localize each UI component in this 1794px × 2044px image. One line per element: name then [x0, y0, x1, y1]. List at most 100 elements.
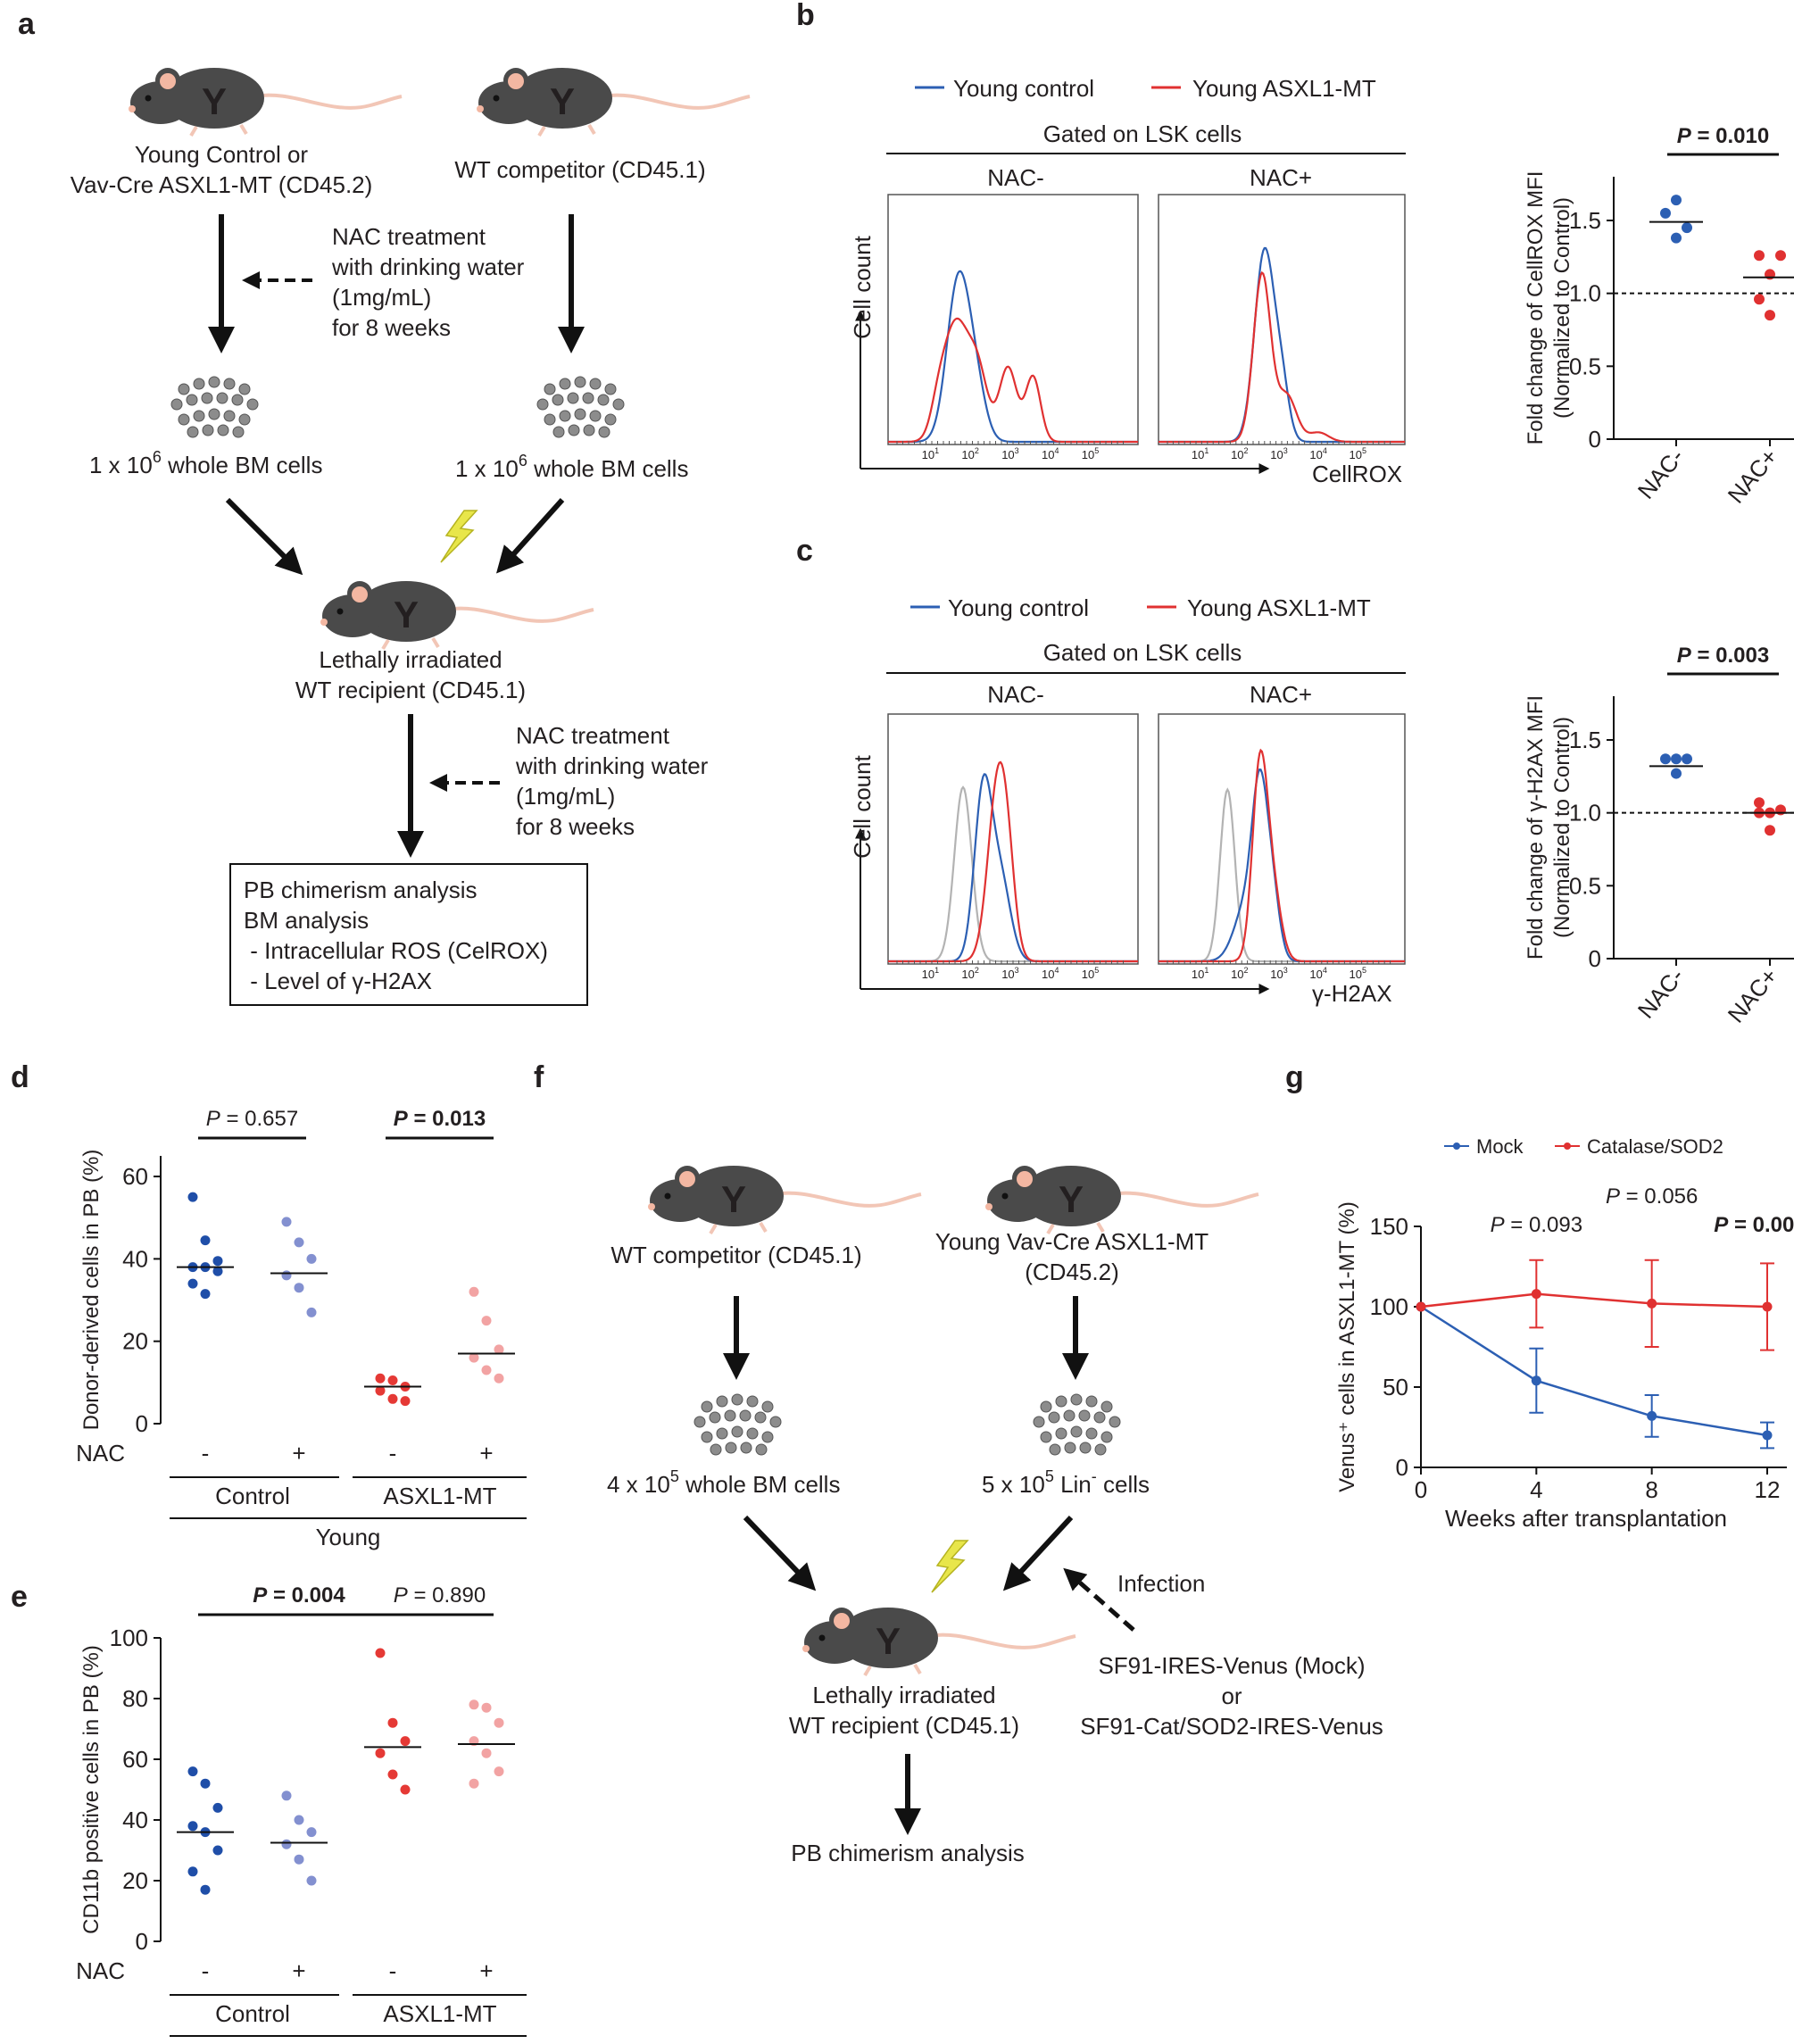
data-point [212, 1266, 223, 1276]
data-point [481, 1748, 492, 1758]
cell-dot [754, 1411, 767, 1424]
analysis-box [229, 863, 588, 1006]
histogram-trace-asxl1 [888, 317, 1138, 444]
cell-dot [216, 392, 228, 404]
data-point [375, 1373, 386, 1383]
cell-dot [761, 1400, 774, 1413]
x-tick-label: NAC- [1632, 444, 1690, 504]
data-point [1531, 1289, 1541, 1300]
cell-dot [193, 410, 205, 422]
y-tick-label: 1.0 [1569, 280, 1601, 307]
log-tick-label: 104 [1309, 966, 1326, 981]
data-point [187, 1278, 198, 1289]
nac-note-2-line4: for 8 weeks [516, 813, 635, 840]
donor-label-line2: (CD45.2) [1025, 1259, 1118, 1285]
nac-sign: + [292, 1957, 305, 1984]
data-point [200, 1778, 211, 1789]
recipient-label-line2: WT recipient (CD45.1) [295, 677, 526, 703]
histo-title-nac-minus: NAC- [987, 681, 1044, 708]
cell-dot [1049, 1443, 1061, 1456]
cell-dot [694, 1416, 706, 1428]
data-point [1682, 222, 1692, 234]
vector-or: or [1221, 1683, 1242, 1709]
cell-dot [1070, 1425, 1083, 1438]
cells-right-label: 5 x 105 Lin- cells [982, 1467, 1150, 1498]
data-point [306, 1253, 317, 1264]
nac-note-1-line1: NAC treatment [332, 223, 486, 250]
log-ticks: 101 102 103 104 105 101 102 103 104 105 [896, 441, 1391, 461]
mouse-icon: Y [646, 1164, 923, 1235]
recipient-label-line2: WT recipient (CD45.1) [789, 1712, 1019, 1739]
cd11b-chart: 0 20 40 60 80 100 - + - + NAC Control ASXL1-MT Young C… [76, 1583, 527, 2044]
p-value-label: P = 0.004 [253, 1583, 345, 1608]
panel-label-b: b [796, 0, 815, 32]
cell-dot [604, 413, 617, 426]
cell-dot [1055, 1427, 1067, 1440]
cell-dot [583, 424, 595, 436]
recipient-label-line1: Lethally irradiated [319, 646, 502, 673]
histogram-trace-control [1159, 768, 1405, 963]
data-point [294, 1237, 304, 1248]
data-point [375, 1385, 386, 1396]
nac-sign: + [479, 1957, 493, 1984]
cell-cluster-icon [536, 376, 625, 438]
y-tick-label: 0 [136, 1410, 148, 1437]
cell-dot [716, 1395, 728, 1408]
cells-left-label: 1 x 106 whole BM cells [89, 448, 322, 478]
cell-dot [567, 392, 579, 404]
histogram-cellrox-nac-plus [1159, 246, 1405, 444]
y-axis-label: Fold change of γ-H2AX MFI [1524, 695, 1548, 960]
cell-dot [186, 394, 198, 406]
cell-dot [238, 383, 251, 395]
log-tick-label: 101 [922, 446, 939, 461]
h2ax-fold-change-chart: 0 0.5 1.0 1.5 NAC- NAC+ P = 0.003 Fold change o… [1524, 644, 1794, 1028]
data-point [1671, 768, 1682, 779]
log-tick-label: 102 [961, 446, 978, 461]
data-point [1647, 1298, 1657, 1309]
data-point [294, 1854, 304, 1865]
svg-text:Y: Y [394, 594, 419, 636]
data-point [400, 1736, 411, 1747]
data-point [1671, 195, 1682, 206]
data-point [481, 1702, 492, 1713]
cell-dot [716, 1427, 728, 1440]
data-point [200, 1884, 211, 1895]
legend-label: Mock [1476, 1135, 1524, 1158]
data-point [1754, 797, 1765, 809]
histogram-trace-asxl1 [888, 760, 1138, 963]
y-tick-label: 1.5 [1569, 207, 1601, 234]
data-point [1531, 1375, 1541, 1386]
cell-dot [724, 1409, 736, 1422]
data-point [375, 1748, 386, 1758]
lightning-bolt-icon [931, 1540, 969, 1593]
log-tick-label: 105 [1082, 966, 1099, 981]
cell-dot [201, 392, 213, 404]
data-point [200, 1235, 211, 1246]
cell-dot [1085, 1395, 1098, 1408]
legend-young-asxl1: Young ASXL1-MT [1192, 75, 1376, 102]
data-point [306, 1827, 317, 1838]
data-point [1682, 753, 1692, 765]
data-point [281, 1791, 292, 1801]
cell-dot [1063, 1409, 1076, 1422]
y-tick-label: 0 [1396, 1454, 1408, 1481]
cell-dot [208, 408, 220, 420]
p-value-label: P = 0.056 [1606, 1184, 1698, 1209]
cell-dot [1048, 1411, 1060, 1424]
cell-dot [544, 383, 556, 395]
log-tick-label: 104 [1309, 446, 1326, 461]
data-point [187, 1192, 198, 1202]
donor-label-line1: Young Control or [135, 141, 309, 168]
outer-group-label: Young [316, 1524, 381, 1550]
log-tick-label: 105 [1350, 446, 1366, 461]
histogram-trace-asxl1 [1159, 270, 1405, 444]
pb-chimerism-label: PB chimerism analysis [791, 1840, 1025, 1866]
cell-dot [612, 398, 625, 411]
log-tick-label: 101 [922, 966, 939, 981]
p-value-label: P = 0.010 [1677, 124, 1769, 148]
y-tick-label: 80 [122, 1685, 148, 1712]
venus-line-chart: 0 50 100 150 0 4 8 12 Weeks after transplantatio… [1335, 1135, 1794, 1532]
data-point [494, 1344, 504, 1355]
nac-note-1-line2: with drinking water [331, 253, 525, 280]
